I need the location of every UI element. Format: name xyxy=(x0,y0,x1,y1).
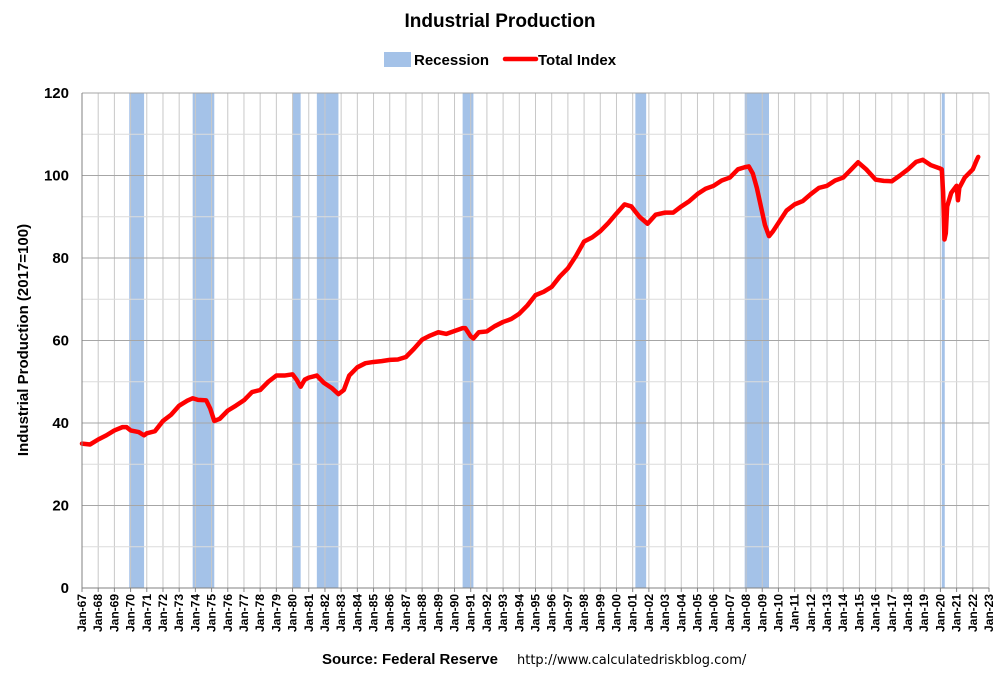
x-tick-label: Jan-04 xyxy=(674,594,688,632)
x-tick-label: Jan-13 xyxy=(820,594,834,632)
x-tick-label: Jan-78 xyxy=(253,594,267,632)
y-tick-label: 20 xyxy=(52,498,69,515)
x-tick-labels: Jan-67 Jan-68 Jan-69 Jan-70 Jan-71 Jan-72 Jan-… xyxy=(75,588,996,632)
source-label: Source: Federal Reserve xyxy=(322,651,498,668)
x-tick-label: Jan-96 xyxy=(545,594,559,632)
x-tick-label: Jan-03 xyxy=(658,594,672,632)
y-tick-label: 120 xyxy=(44,85,69,102)
x-tick-label: Jan-69 xyxy=(107,594,121,632)
x-tick-label: Jan-83 xyxy=(334,594,348,632)
x-tick-label: Jan-81 xyxy=(302,594,316,632)
x-tick-label: Jan-05 xyxy=(691,594,705,632)
x-tick-label: Jan-76 xyxy=(221,594,235,632)
x-tick-label: Jan-01 xyxy=(626,594,640,632)
y-tick-label: 100 xyxy=(44,168,69,185)
x-tick-label: Jan-17 xyxy=(885,594,899,632)
x-tick-label: Jan-72 xyxy=(156,594,170,632)
y-axis-label: Industrial Production (2017=100) xyxy=(15,224,32,456)
x-tick-label: Jan-16 xyxy=(869,594,883,632)
x-tick-label: Jan-75 xyxy=(205,594,219,632)
x-tick-label: Jan-92 xyxy=(480,594,494,632)
y-tick-label: 40 xyxy=(52,415,69,432)
x-tick-label: Jan-70 xyxy=(124,594,138,632)
x-tick-label: Jan-08 xyxy=(739,594,753,632)
x-tick-label: Jan-88 xyxy=(415,594,429,632)
x-tick-label: Jan-87 xyxy=(399,594,413,632)
x-tick-label: Jan-06 xyxy=(707,594,721,632)
series-line-total-index xyxy=(79,154,981,447)
x-tick-label: Jan-80 xyxy=(286,594,300,632)
x-tick-label: Jan-85 xyxy=(367,594,381,632)
x-tick-label: Jan-19 xyxy=(917,594,931,632)
x-tick-label: Jan-82 xyxy=(318,594,332,632)
y-tick-label: 80 xyxy=(52,250,69,267)
legend-label-recession: Recession xyxy=(414,52,489,69)
x-tick-label: Jan-90 xyxy=(448,594,462,632)
x-tick-label: Jan-74 xyxy=(188,594,202,632)
source-url: http://www.calculatedriskblog.com/ xyxy=(517,653,747,668)
x-tick-label: Jan-20 xyxy=(933,594,947,632)
x-tick-label: Jan-68 xyxy=(91,594,105,632)
x-tick-label: Jan-98 xyxy=(577,594,591,632)
y-tick-labels: 0 20 40 60 80 100 120 xyxy=(44,85,69,597)
legend-label-total-index: Total Index xyxy=(538,52,617,69)
x-tick-label: Jan-79 xyxy=(269,594,283,632)
x-tick-label: Jan-15 xyxy=(852,594,866,632)
x-tick-label: Jan-94 xyxy=(512,594,526,632)
x-tick-label: Jan-77 xyxy=(237,594,251,632)
x-tick-label: Jan-11 xyxy=(788,594,802,632)
x-tick-label: Jan-18 xyxy=(901,594,915,632)
x-tick-label: Jan-93 xyxy=(496,594,510,632)
x-tick-label: Jan-95 xyxy=(529,594,543,632)
x-tick-label: Jan-99 xyxy=(593,594,607,632)
x-tick-label: Jan-73 xyxy=(172,594,186,632)
x-tick-label: Jan-00 xyxy=(610,594,624,632)
chart-title: Industrial Production xyxy=(404,11,595,32)
x-tick-label: Jan-67 xyxy=(75,594,89,632)
x-tick-label: Jan-21 xyxy=(950,594,964,632)
x-tick-label: Jan-10 xyxy=(771,594,785,632)
series-lines xyxy=(79,154,981,447)
x-tick-label: Jan-71 xyxy=(140,594,154,632)
x-tick-label: Jan-09 xyxy=(755,594,769,632)
x-tick-label: Jan-91 xyxy=(464,594,478,632)
x-tick-label: Jan-07 xyxy=(723,594,737,632)
x-tick-label: Jan-86 xyxy=(383,594,397,632)
y-tick-label: 0 xyxy=(61,580,69,597)
x-tick-label: Jan-84 xyxy=(350,594,364,632)
x-tick-label: Jan-02 xyxy=(642,594,656,632)
legend: Recession Total Index xyxy=(384,52,617,69)
x-tick-label: Jan-14 xyxy=(836,594,850,632)
x-tick-label: Jan-12 xyxy=(804,594,818,632)
x-tick-label: Jan-23 xyxy=(982,594,996,632)
x-tick-label: Jan-22 xyxy=(966,594,980,632)
x-tick-label: Jan-97 xyxy=(561,594,575,632)
legend-swatch-recession xyxy=(384,52,411,67)
x-tick-label: Jan-89 xyxy=(431,594,445,632)
y-tick-label: 60 xyxy=(52,333,69,350)
